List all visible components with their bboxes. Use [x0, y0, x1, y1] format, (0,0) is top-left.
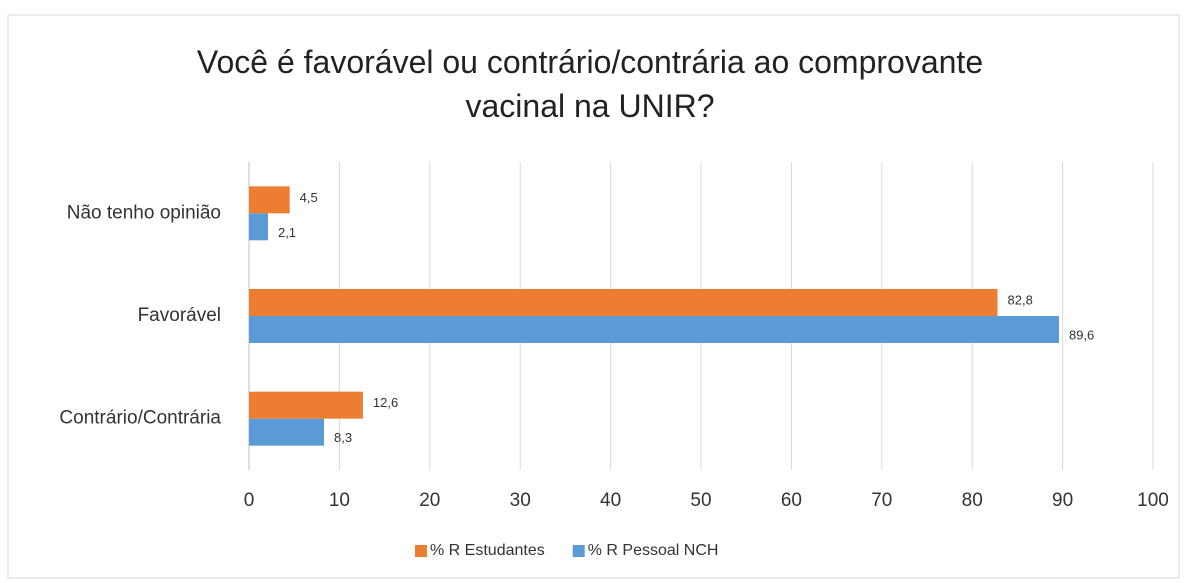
x-tick-label: 60: [781, 490, 802, 511]
bar: [249, 186, 290, 214]
data-label: 12,6: [373, 395, 398, 410]
x-tick-label: 20: [419, 490, 440, 511]
legend-swatch: [415, 545, 427, 557]
bar: [249, 289, 998, 316]
x-tick-label: 10: [329, 490, 350, 511]
bar: [249, 418, 325, 446]
chart-title: Você é favorável ou contrário/contrária …: [196, 44, 984, 124]
x-tick-label: 30: [510, 490, 531, 511]
data-label: 89,6: [1069, 327, 1094, 342]
data-label: 82,8: [1008, 292, 1033, 307]
y-tick-label: Favorável: [138, 305, 221, 326]
y-tick-label: Contrário/Contrária: [59, 408, 221, 429]
x-tick-label: 100: [1137, 490, 1169, 511]
x-tick-label: 70: [871, 490, 892, 511]
x-tick-label: 50: [690, 490, 711, 511]
bar: [249, 391, 363, 419]
x-tick-label: 0: [244, 490, 255, 511]
bar: [249, 316, 1059, 343]
x-tick-label: 40: [600, 490, 621, 511]
x-tick-label: 90: [1052, 490, 1073, 511]
x-tick-label: 80: [962, 490, 983, 511]
legend-label: % R Pessoal NCH: [588, 542, 719, 559]
bar: [249, 213, 268, 241]
data-label: 2,1: [278, 225, 296, 240]
data-label: 8,3: [334, 430, 352, 445]
chart-border: [7, 14, 1180, 579]
data-label: 4,5: [300, 190, 318, 205]
legend-swatch: [572, 545, 585, 557]
y-tick-label: Não tenho opinião: [67, 202, 221, 223]
legend-label: % R Estudantes: [430, 542, 545, 559]
